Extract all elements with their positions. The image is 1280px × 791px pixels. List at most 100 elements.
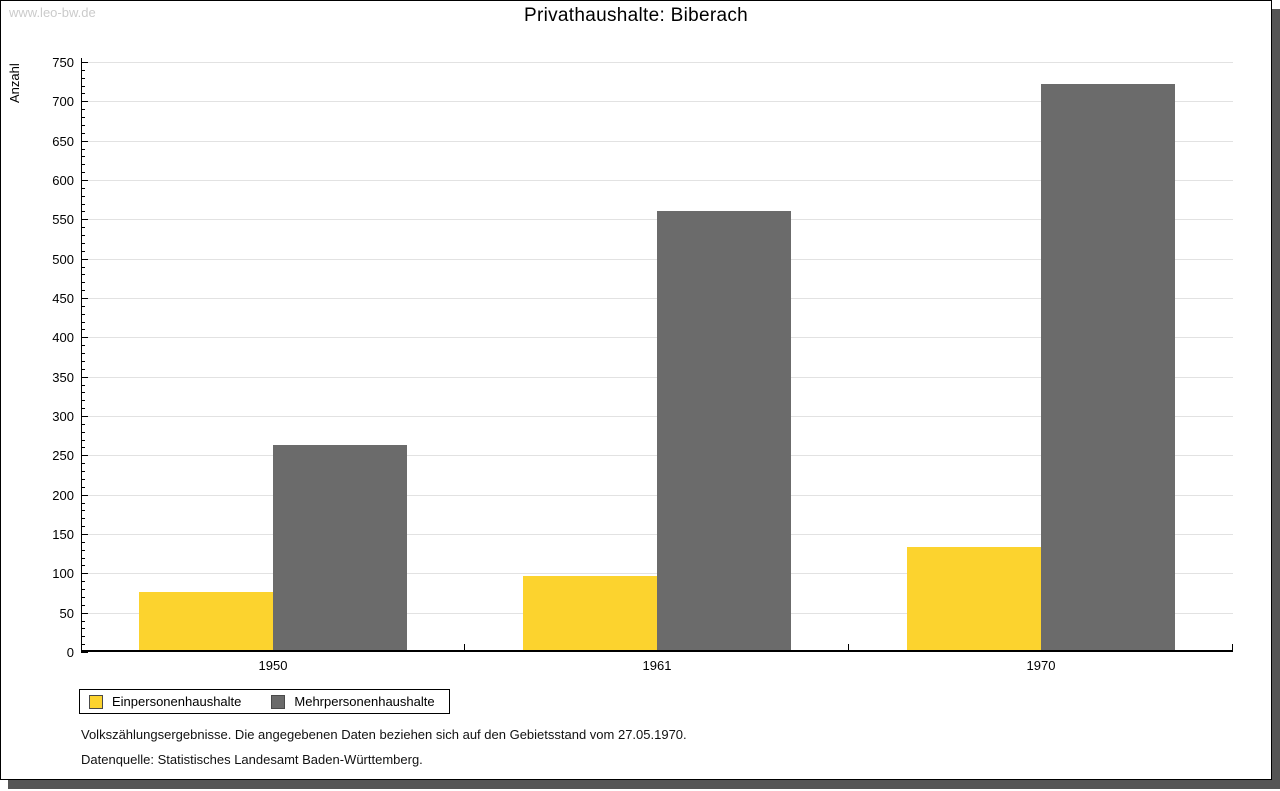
y-minor-tick (81, 290, 85, 291)
y-major-tick (81, 495, 88, 496)
y-minor-tick (81, 188, 85, 189)
gridline (81, 101, 1233, 102)
y-minor-tick (81, 93, 85, 94)
y-minor-tick (81, 149, 85, 150)
y-major-tick (81, 416, 88, 417)
y-major-tick (81, 141, 88, 142)
y-minor-tick (81, 440, 85, 441)
x-tick-label: 1961 (642, 658, 672, 673)
y-major-tick (81, 573, 88, 574)
y-minor-tick (81, 211, 85, 212)
y-minor-tick (81, 70, 85, 71)
chart-title: Privathaushalte: Biberach (523, 5, 748, 26)
y-minor-tick (81, 479, 85, 480)
y-minor-tick (81, 109, 85, 110)
legend-label: Einpersonenhaushalte (112, 694, 242, 709)
y-minor-tick (81, 636, 85, 637)
y-minor-tick (81, 345, 85, 346)
y-tick-label: 0 (66, 645, 74, 660)
y-tick-label: 150 (52, 527, 74, 542)
y-minor-tick (81, 510, 85, 511)
y-major-tick (81, 219, 88, 220)
x-tick-label: 1950 (258, 658, 288, 673)
x-boundary-tick (464, 644, 465, 651)
y-major-tick (81, 298, 88, 299)
y-minor-tick (81, 243, 85, 244)
y-tick-label: 600 (52, 173, 74, 188)
y-major-tick (81, 180, 88, 181)
y-minor-tick (81, 322, 85, 323)
footnote-data-source: Datenquelle: Statistisches Landesamt Bad… (81, 752, 423, 767)
y-minor-tick (81, 589, 85, 590)
y-minor-tick (81, 164, 85, 165)
legend-swatch-gray (271, 694, 286, 709)
y-minor-tick (81, 274, 85, 275)
legend-item-mehrpersonenhaushalte: Mehrpersonenhaushalte (271, 694, 435, 709)
y-tick-label: 450 (52, 291, 74, 306)
y-minor-tick (81, 117, 85, 118)
footnote-source-note: Volkszählungsergebnisse. Die angegebenen… (81, 727, 687, 742)
y-tick-label: 250 (52, 448, 74, 463)
y-minor-tick (81, 369, 85, 370)
y-minor-tick (81, 227, 85, 228)
y-minor-tick (81, 172, 85, 173)
y-tick-label: 350 (52, 370, 74, 385)
y-minor-tick (81, 361, 85, 362)
y-minor-tick (81, 558, 85, 559)
y-major-tick (81, 613, 88, 614)
y-tick-label: 400 (52, 330, 74, 345)
bar-mehrpersonenhaushalte-1950 (273, 445, 407, 652)
y-minor-tick (81, 408, 85, 409)
x-axis-line (81, 650, 1233, 652)
bar-einpersonenhaushalte-1970 (907, 547, 1041, 652)
y-minor-tick (81, 447, 85, 448)
x-boundary-tick (848, 644, 849, 651)
legend: Einpersonenhaushalte Mehrpersonenhaushal… (79, 689, 450, 714)
y-tick-label: 650 (52, 134, 74, 149)
y-minor-tick (81, 392, 85, 393)
y-minor-tick (81, 125, 85, 126)
bar-einpersonenhaushalte-1961 (523, 576, 657, 652)
y-minor-tick (81, 432, 85, 433)
y-minor-tick (81, 621, 85, 622)
legend-item-einpersonenhaushalte: Einpersonenhaushalte (89, 694, 241, 709)
y-minor-tick (81, 282, 85, 283)
y-minor-tick (81, 235, 85, 236)
chart-frame: www.leo-bw.de Privathaushalte: Biberach … (0, 0, 1272, 780)
y-minor-tick (81, 463, 85, 464)
y-major-tick (81, 101, 88, 102)
y-minor-tick (81, 565, 85, 566)
y-minor-tick (81, 424, 85, 425)
y-major-tick (81, 337, 88, 338)
y-minor-tick (81, 251, 85, 252)
y-axis-tick-labels: 0 50 100 150 200 250 300 350 400 450 500 550 600 650 7… (1, 56, 74, 659)
y-minor-tick (81, 628, 85, 629)
y-minor-tick (81, 518, 85, 519)
bar-mehrpersonenhaushalte-1970 (1041, 84, 1175, 652)
y-major-tick (81, 652, 88, 653)
y-major-tick (81, 534, 88, 535)
y-tick-label: 700 (52, 94, 74, 109)
y-minor-tick (81, 597, 85, 598)
legend-label: Mehrpersonenhaushalte (294, 694, 435, 709)
y-minor-tick (81, 550, 85, 551)
y-minor-tick (81, 156, 85, 157)
gridline (81, 62, 1233, 63)
y-minor-tick (81, 487, 85, 488)
y-minor-tick (81, 306, 85, 307)
y-major-tick (81, 259, 88, 260)
y-major-tick (81, 377, 88, 378)
y-minor-tick (81, 329, 85, 330)
x-boundary-tick (1232, 644, 1233, 651)
y-minor-tick (81, 605, 85, 606)
y-tick-label: 750 (52, 55, 74, 70)
bar-mehrpersonenhaushalte-1961 (657, 211, 791, 652)
y-minor-tick (81, 644, 85, 645)
y-minor-tick (81, 581, 85, 582)
y-minor-tick (81, 353, 85, 354)
y-minor-tick (81, 196, 85, 197)
y-major-tick (81, 455, 88, 456)
y-tick-label: 500 (52, 252, 74, 267)
x-tick-label: 1970 (1026, 658, 1056, 673)
y-tick-label: 200 (52, 488, 74, 503)
